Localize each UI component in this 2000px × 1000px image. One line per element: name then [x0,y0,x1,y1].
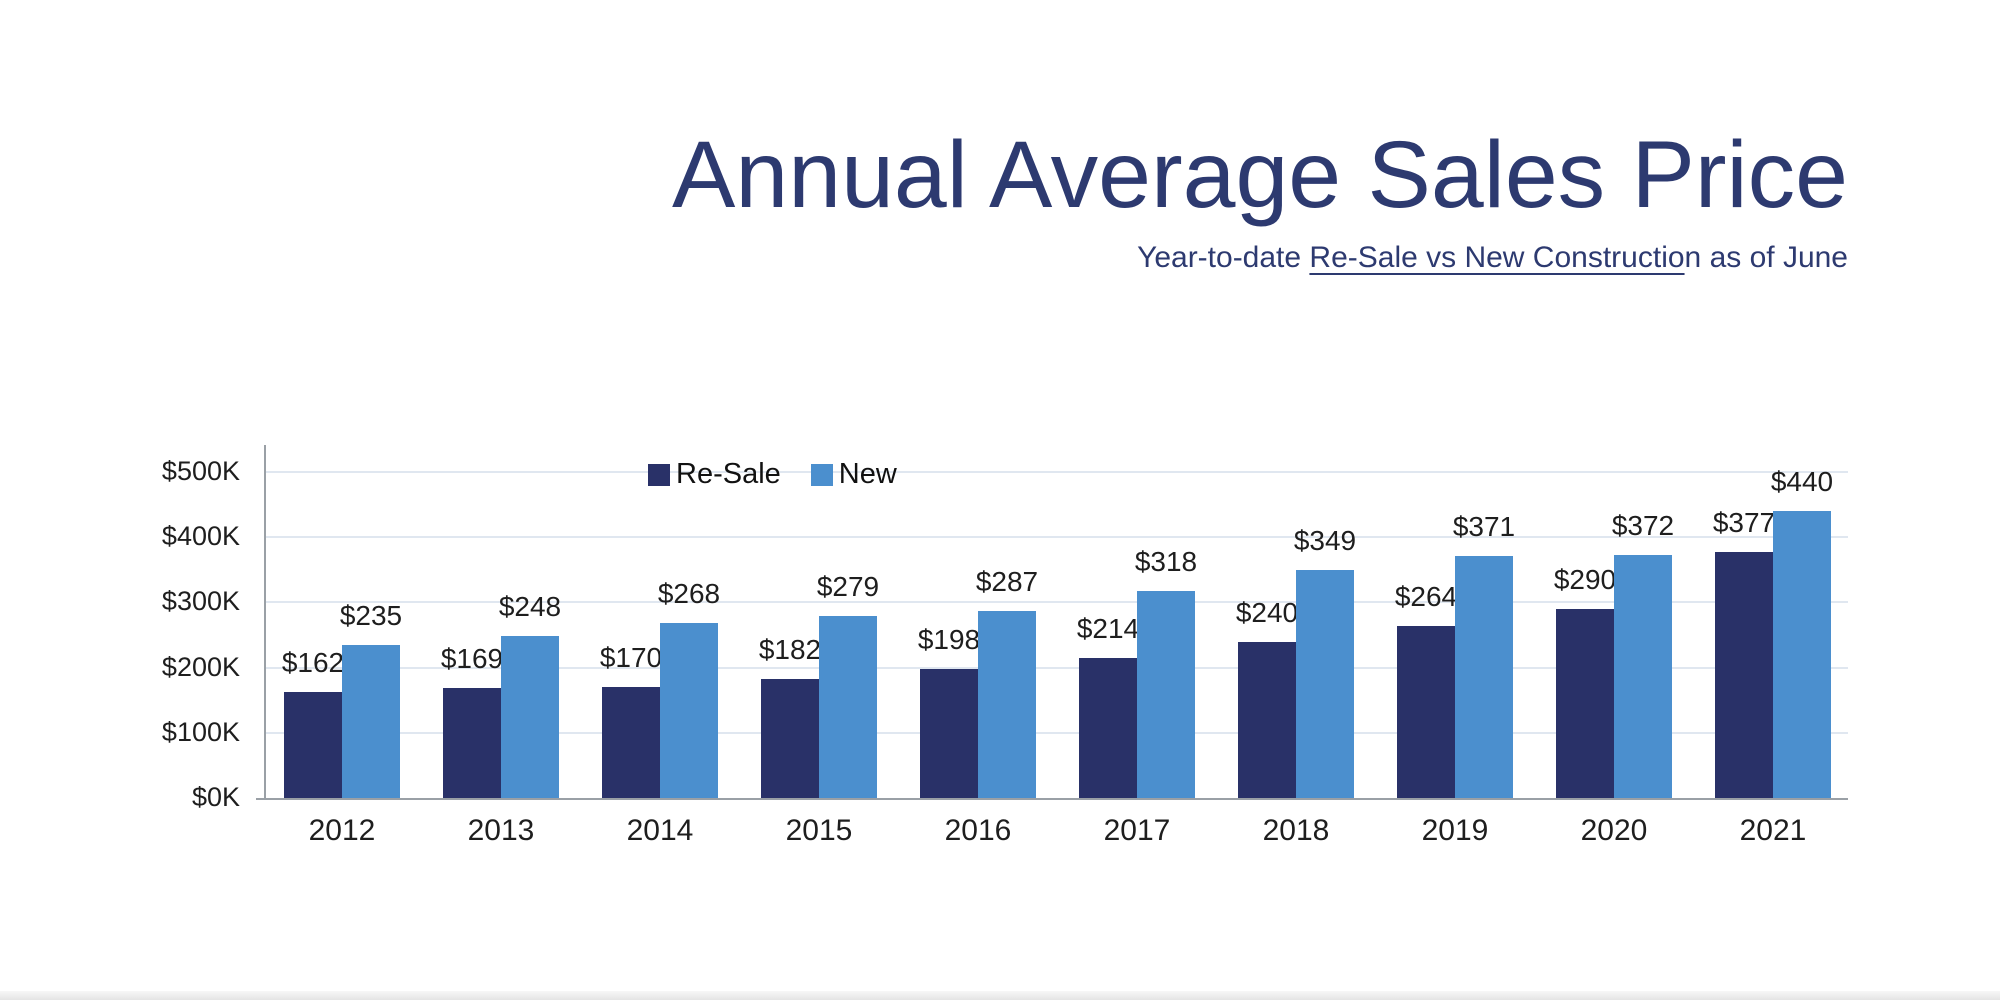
bar-resale-2015 [761,679,819,798]
legend-label-new: New [838,458,897,490]
x-axis-category-label-2019: 2019 [1421,814,1489,847]
gridline-400k [264,536,1848,539]
x-axis-category-label-2020: 2020 [1580,814,1648,847]
bar-value-label-new-2013: $248 [498,591,562,622]
legend-swatch-new [810,463,833,486]
bar-value-label-resale-2013: $169 [440,643,504,674]
bar-new-2015 [819,616,877,798]
x-axis-category-label-2021: 2021 [1739,814,1807,847]
bar-value-label-resale-2021: $377 [1712,507,1776,538]
x-axis-category-label-2013: 2013 [467,814,535,847]
y-axis-tick-label: $100K [161,716,240,747]
bar-value-label-resale-2012: $162 [281,647,345,678]
bar-resale-2021 [1715,552,1773,798]
x-axis-category-label-2016: 2016 [944,814,1012,847]
bar-value-label-new-2021: $440 [1770,466,1834,497]
bar-resale-2017 [1079,658,1137,798]
y-axis-tick-label: $0K [191,782,240,812]
bar-value-label-new-2015: $279 [816,571,880,602]
bar-resale-2019 [1397,626,1455,798]
chart-subtitle-prefix: Year-to-date [1137,241,1310,274]
gridline-300k [264,601,1848,604]
y-axis-tick-label: $200K [161,651,240,682]
bar-value-label-resale-2016: $198 [917,624,981,655]
bar-new-2019 [1455,556,1513,798]
x-axis-category-label-2014: 2014 [626,814,694,847]
x-axis-category-label-2015: 2015 [785,814,853,847]
bar-new-2021 [1773,511,1831,798]
chart-subtitle: Year-to-date Re-Sale vs New Construction… [1137,243,1848,273]
bar-value-label-new-2019: $371 [1452,511,1516,542]
chart-subtitle-suffix: n as of June [1684,241,1848,274]
bar-value-label-resale-2017: $214 [1076,613,1140,644]
bar-value-label-new-2012: $235 [339,600,403,631]
y-axis-tick-label: $300K [161,586,240,617]
bar-resale-2012 [284,692,342,798]
bar-value-label-resale-2019: $264 [1394,581,1458,612]
y-axis-tick-label: $400K [161,521,240,552]
bar-new-2012 [342,645,400,798]
bar-value-label-new-2016: $287 [975,566,1039,597]
bar-value-label-new-2014: $268 [657,578,721,609]
bar-new-2018 [1296,570,1354,798]
legend-item-new: New [810,458,897,491]
bar-new-2020 [1614,555,1672,798]
chart-subtitle-underlined: Re-Sale vs New Constructio [1309,241,1685,274]
bottom-edge-band [0,991,2000,1000]
x-axis-category-label-2018: 2018 [1262,814,1330,847]
bar-resale-2014 [602,687,660,798]
gridline-100k [264,731,1848,734]
bar-value-label-new-2017: $318 [1134,546,1198,577]
bar-new-2014 [660,623,718,798]
gridline-200k [264,666,1848,669]
gridline-500k [264,471,1848,473]
bar-resale-2013 [443,688,501,798]
bar-value-label-resale-2014: $170 [599,642,663,673]
y-axis-tick-label: $500K [161,456,240,486]
bar-value-label-new-2020: $372 [1611,510,1675,541]
bar-resale-2020 [1556,609,1614,798]
legend-swatch-resale [648,463,670,486]
bar-value-label-resale-2015: $182 [758,634,822,665]
bar-resale-2016 [920,669,978,798]
x-axis-category-label-2012: 2012 [308,814,376,847]
bar-resale-2018 [1238,642,1296,798]
legend-item-resale: Re-Sale [648,458,781,491]
x-axis-line [256,798,1848,800]
chart-legend: Re-Sale New [648,458,897,491]
bar-value-label-new-2018: $349 [1293,525,1357,556]
chart-title: Annual Average Sales Price [672,122,1848,228]
bar-new-2017 [1137,591,1195,798]
x-axis-category-label-2017: 2017 [1103,814,1171,847]
bar-new-2016 [978,611,1036,798]
bar-value-label-resale-2020: $290 [1553,564,1617,595]
y-axis-line [264,445,266,798]
bar-value-label-resale-2018: $240 [1235,597,1299,628]
bar-new-2013 [501,636,559,798]
legend-label-resale: Re-Sale [676,458,781,490]
